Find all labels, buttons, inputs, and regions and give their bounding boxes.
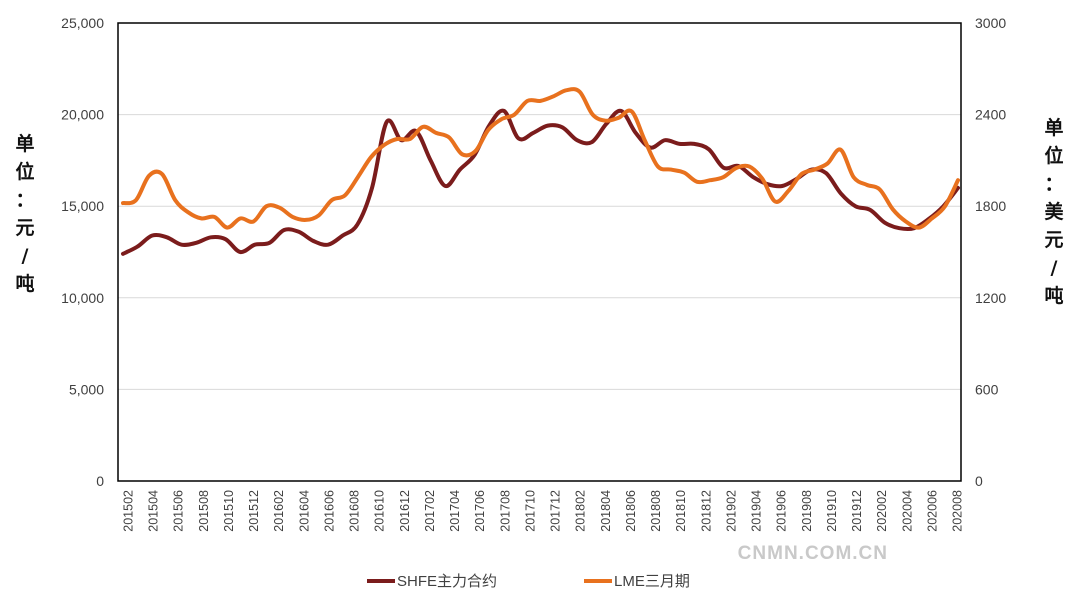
y-axis-left-title: 单位：元/吨单位：元/吨	[15, 132, 34, 295]
x-tick-label: 201804	[599, 490, 613, 532]
axis-title-glyph: 位	[1044, 144, 1063, 167]
x-tick-label: 201504	[147, 490, 161, 532]
x-tick-label: 201612	[398, 490, 412, 532]
y-axis-left-ticks: 0 5,000 10,000 15,000 20,000 25,000	[61, 15, 104, 489]
plot-area-border	[117, 22, 962, 482]
x-tick-label: 202004	[900, 490, 914, 532]
legend: SHFE主力合约 LME三月期	[367, 573, 690, 590]
watermark: CNMN.COM.CN	[738, 543, 888, 564]
legend-label: LME三月期	[614, 573, 690, 590]
x-axis-ticks: 201502 201504 201506 201508 201510 201512 2016…	[122, 490, 965, 532]
x-tick-label: 201808	[649, 490, 663, 532]
series-line-lme	[121, 87, 960, 230]
x-tick-label: 201712	[549, 490, 563, 532]
x-tick-label: 201802	[574, 490, 588, 532]
axis-title-glyph: 元	[1044, 229, 1063, 251]
x-tick-label: 201910	[825, 490, 839, 532]
y-right-tick-label: 2400	[975, 107, 1006, 123]
x-tick-label: 201810	[674, 490, 688, 532]
x-tick-label: 201710	[523, 490, 537, 532]
y-right-tick-label: 600	[975, 381, 999, 397]
y-left-tick-label: 10,000	[61, 290, 104, 306]
axis-title-glyph: 单	[15, 132, 34, 155]
x-tick-label: 201606	[322, 490, 336, 532]
x-tick-label: 202006	[925, 490, 939, 532]
y-right-tick-label: 1800	[975, 198, 1006, 214]
x-tick-label: 201904	[750, 490, 764, 532]
x-tick-label: 201706	[473, 490, 487, 532]
x-tick-label: 202002	[875, 490, 889, 532]
x-tick-label: 201602	[272, 490, 286, 532]
y-axis-right-title: 单位：美元/吨单位：美元/吨	[1044, 116, 1064, 307]
x-tick-label: 201906	[775, 490, 789, 532]
legend-label: SHFE主力合约	[397, 573, 497, 590]
y-right-tick-label: 0	[975, 473, 983, 489]
x-tick-label: 201708	[498, 490, 512, 532]
series-layer	[121, 87, 960, 256]
x-tick-label: 201812	[699, 490, 713, 532]
x-tick-label: 201608	[348, 490, 362, 532]
x-tick-label: 201702	[423, 490, 437, 532]
x-tick-label: 201806	[624, 490, 638, 532]
axis-title-glyph: 吨	[1044, 284, 1063, 307]
x-tick-label: 201704	[448, 490, 462, 532]
y-left-tick-label: 5,000	[69, 381, 104, 397]
x-tick-label: 201502	[122, 490, 136, 532]
axis-title-glyph: ：	[15, 189, 34, 211]
axis-title-glyph: 吨	[15, 272, 34, 295]
y-left-tick-label: 25,000	[61, 15, 104, 31]
x-tick-label: 201604	[297, 490, 311, 532]
x-tick-label: 201908	[800, 490, 814, 532]
x-tick-label: 201902	[724, 490, 738, 532]
x-tick-label: 201506	[172, 490, 186, 532]
x-tick-label: 201512	[247, 490, 261, 532]
x-tick-label: 201508	[197, 490, 211, 532]
y-right-tick-label: 1200	[975, 290, 1006, 306]
gridlines	[118, 114, 961, 390]
axis-title-glyph: ：	[1044, 173, 1063, 195]
axis-title-glyph: 单	[1044, 116, 1063, 139]
axis-title-glyph: /	[1051, 257, 1058, 279]
y-left-tick-label: 0	[96, 473, 104, 489]
y-right-tick-label: 3000	[975, 15, 1006, 31]
x-tick-label: 201510	[222, 490, 236, 532]
x-tick-label: 201912	[850, 490, 864, 532]
axis-title-glyph: 元	[15, 217, 34, 239]
y-left-tick-label: 15,000	[61, 198, 104, 214]
x-tick-label: 201610	[373, 490, 387, 532]
y-left-tick-label: 20,000	[61, 107, 104, 123]
axis-title-glyph: 位	[15, 160, 34, 183]
axis-title-glyph: 美	[1044, 200, 1064, 223]
x-tick-label: 202008	[951, 490, 965, 532]
axis-title-glyph: /	[22, 245, 29, 267]
y-axis-right-ticks: 0 600 1200 1800 2400 3000	[975, 15, 1006, 489]
